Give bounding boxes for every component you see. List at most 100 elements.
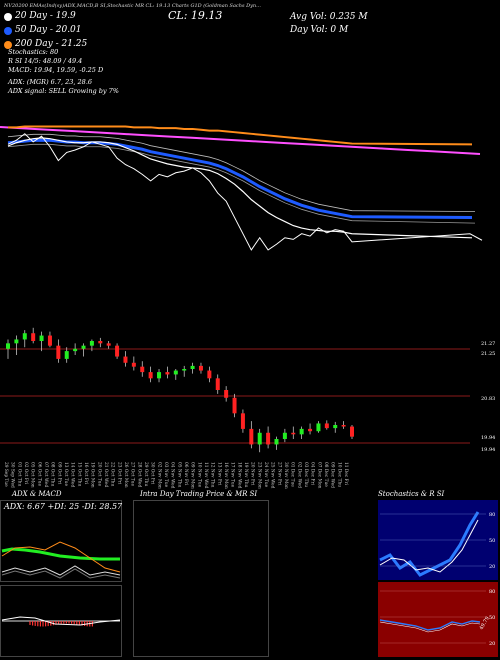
candle-body: [22, 333, 27, 340]
ema20-swatch: [4, 13, 12, 21]
candle-body: [31, 333, 36, 341]
candle-body: [207, 370, 212, 379]
date-label: 03 Dec Thu: [303, 462, 308, 487]
candle-body: [98, 341, 103, 344]
date-label: 05 Oct Mon: [30, 462, 35, 488]
candle-body: [215, 378, 220, 390]
candle-body: [165, 372, 170, 375]
rsi-value-label: 49.79: [479, 616, 491, 631]
ema200-swatch: [4, 41, 12, 49]
date-label: 02 Dec Wed: [296, 462, 301, 488]
date-label: 28 Oct Wed: [136, 462, 141, 487]
ema200-label: 200 Day - 21.25: [15, 39, 88, 49]
adx-panel-title: ADX & MACD: [12, 490, 62, 498]
intraday-panel: [133, 500, 269, 657]
macd-panel: [0, 585, 122, 657]
date-label: 06 Nov Fri: [183, 462, 188, 486]
candle-body: [266, 432, 271, 445]
candle-body: [232, 397, 237, 414]
ema20-line: [7, 137, 473, 239]
date-label: 27 Nov Fri: [276, 462, 281, 486]
ema50-label: 50 Day - 20.01: [15, 25, 82, 35]
candle-body: [282, 432, 287, 439]
date-label: 16 Oct Fri: [83, 462, 88, 485]
rsi-tick-label: 20: [489, 641, 495, 647]
candle-body: [257, 432, 262, 445]
candle-body: [182, 369, 187, 371]
price-level-label: 19.94: [481, 435, 495, 441]
rsi-tick-label: 80: [489, 589, 495, 595]
date-label: 13 Oct Tue: [63, 462, 68, 486]
date-label: 29 Sep Tue: [3, 462, 8, 487]
date-label: 11 Nov Wed: [203, 462, 208, 489]
candle-body: [333, 425, 338, 429]
date-label: 09 Nov Mon: [190, 462, 195, 489]
date-label: 24 Nov Tue: [263, 462, 268, 488]
ema200-line: [8, 125, 473, 146]
candle-body: [316, 423, 321, 432]
stochastic-tick-label: 20: [489, 564, 495, 570]
date-label: 30 Sep Wed: [10, 462, 15, 488]
adx-readout: ADX: (MGR) 6.7, 23, 28.6: [8, 78, 93, 86]
price-level-label: 19.94: [481, 447, 495, 453]
stochastic-tick-label: 50: [489, 538, 495, 544]
date-label: 08 Oct Thu: [50, 462, 55, 486]
macd-line: [1, 616, 121, 626]
date-label: 15 Oct Thu: [76, 462, 81, 486]
long-ema-line: [0, 126, 481, 155]
candle-body: [190, 365, 195, 369]
candle-body: [115, 345, 120, 357]
stochastics-readout: Stochastics: 80: [8, 48, 59, 56]
date-label: 18 Nov Wed: [236, 462, 241, 489]
adx-panel: [0, 500, 122, 582]
di-minus-shadow-line: [1, 568, 121, 579]
ema50-swatch: [4, 27, 12, 35]
candle-body: [324, 423, 329, 429]
date-label: 16 Nov Mon: [223, 462, 228, 489]
date-label: 04 Nov Wed: [170, 462, 175, 489]
date-label: 09 Oct Fri: [56, 462, 61, 485]
date-label: 11 Dec Fri: [343, 462, 348, 486]
candle-body: [73, 348, 78, 352]
date-label: 27 Oct Tue: [130, 462, 135, 486]
date-label: 19 Oct Mon: [90, 462, 95, 488]
date-label: 10 Nov Tue: [196, 462, 201, 488]
candle-body: [64, 351, 69, 359]
date-label: 08 Dec Tue: [323, 462, 328, 487]
candle-body: [81, 345, 86, 349]
date-label: 02 Oct Fri: [23, 462, 28, 485]
candle-body: [350, 426, 354, 437]
price-chart: 21.27 21.25 20.83 19.94 19.94 29 Sep Tue 30 Se…: [0, 125, 495, 489]
candle-body: [341, 425, 346, 427]
di-plus-line: [1, 541, 121, 573]
date-label: 13 Nov Fri: [216, 462, 221, 486]
stochastic-k-line: [379, 511, 480, 577]
date-label: 26 Oct Mon: [123, 462, 128, 488]
candle-body: [249, 428, 254, 445]
candle-body: [39, 335, 44, 341]
di-minus-line: [1, 565, 121, 576]
date-label: 06 Oct Tue: [36, 462, 41, 486]
date-label: 09 Dec Wed: [330, 462, 335, 488]
date-label: 30 Oct Fri: [150, 462, 155, 485]
close-price-line: [7, 133, 483, 251]
envelope-lower-line: [7, 143, 476, 224]
date-label: 10 Dec Thu: [336, 462, 341, 487]
candle-body: [240, 413, 245, 429]
price-level-label: 20.83: [481, 396, 495, 402]
candle-body: [299, 428, 304, 435]
stochastic-d-line: [379, 519, 479, 573]
rsi-panel: [378, 582, 498, 657]
candle-body: [198, 365, 203, 371]
candle-body: [14, 339, 19, 344]
candle-body: [224, 390, 229, 398]
price-level-label: 21.27: [481, 341, 495, 347]
close-price: CL: 19.13: [168, 9, 223, 22]
macd-readout: MACD: 19.94, 19.59, -0.25 D: [8, 66, 104, 74]
date-label: 01 Oct Thu: [16, 462, 21, 486]
date-label: 04 Dec Fri: [310, 462, 315, 486]
date-label: 25 Nov Wed: [270, 462, 275, 489]
date-label: 03 Nov Tue: [163, 462, 168, 488]
rsi-readout: R SI 14/5: 48.09 / 49.4: [8, 57, 83, 65]
